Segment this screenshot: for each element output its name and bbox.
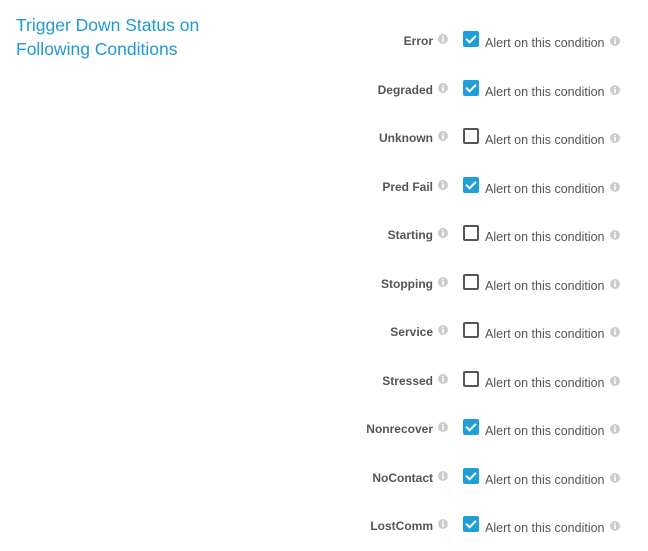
condition-label: Error: [403, 34, 433, 48]
alert-label-group: Alert on this condition: [485, 181, 620, 197]
info-icon[interactable]: [609, 84, 620, 95]
condition-row: Stopping Alert on this condition: [0, 273, 648, 301]
info-icon[interactable]: [609, 424, 620, 434]
info-icon[interactable]: [609, 181, 620, 192]
condition-row: Nonrecover Alert on this condition: [0, 419, 648, 446]
alert-label: Alert on this condition: [485, 521, 605, 535]
alert-checkbox[interactable]: [463, 176, 479, 193]
alert-label-group: Alert on this condition: [485, 521, 620, 536]
condition-label: LostComm: [370, 519, 433, 533]
info-icon[interactable]: [438, 519, 448, 529]
condition-label-group: Service: [280, 325, 448, 339]
condition-label-group: Unknown: [280, 131, 448, 145]
condition-row: Unknown Alert on this condition: [0, 128, 648, 155]
condition-label: Stopping: [381, 276, 433, 291]
info-icon[interactable]: [609, 133, 620, 143]
condition-label-group: Stopping: [280, 276, 448, 291]
info-icon[interactable]: [609, 230, 620, 240]
section-title: Trigger Down Status on Following Conditi…: [16, 15, 200, 59]
alert-checkbox[interactable]: [463, 370, 479, 387]
condition-row: Error Alert on this condition: [0, 31, 648, 58]
alert-label-group: Alert on this condition: [485, 36, 620, 51]
alert-checkbox[interactable]: [463, 225, 479, 241]
alert-label: Alert on this condition: [485, 230, 605, 244]
alert-label: Alert on this condition: [485, 181, 605, 196]
alert-label-group: Alert on this condition: [485, 375, 620, 391]
alert-checkbox[interactable]: [463, 79, 479, 96]
condition-label-group: NoContact: [280, 470, 448, 485]
alert-label-group: Alert on this condition: [485, 84, 620, 100]
condition-row: Degraded Alert on this condition: [0, 79, 648, 107]
condition-row: Starting Alert on this condition: [0, 225, 648, 252]
condition-label-group: Nonrecover: [280, 422, 448, 436]
alert-label: Alert on this condition: [485, 327, 605, 341]
alert-label-group: Alert on this condition: [485, 133, 620, 148]
info-icon[interactable]: [609, 36, 620, 46]
alert-label: Alert on this condition: [485, 424, 605, 438]
condition-label: Service: [390, 325, 433, 339]
condition-label-group: Error: [280, 34, 448, 48]
condition-label-group: Degraded: [280, 82, 448, 97]
alert-label-group: Alert on this condition: [485, 230, 620, 245]
condition-label-group: LostComm: [280, 519, 448, 533]
alert-label-group: Alert on this condition: [485, 424, 620, 439]
alert-checkbox[interactable]: [463, 467, 479, 484]
info-icon[interactable]: [438, 131, 448, 141]
condition-label: Pred Fail: [382, 179, 433, 194]
info-icon[interactable]: [438, 373, 448, 384]
condition-label: Nonrecover: [366, 422, 433, 436]
condition-label: Unknown: [379, 131, 433, 145]
alert-label-group: Alert on this condition: [485, 472, 620, 488]
info-icon[interactable]: [438, 422, 448, 432]
alert-checkbox[interactable]: [463, 516, 479, 532]
alert-checkbox[interactable]: [463, 31, 479, 47]
info-icon[interactable]: [609, 278, 620, 289]
condition-label-group: Stressed: [280, 373, 448, 388]
alert-checkbox[interactable]: [463, 273, 479, 290]
alert-label: Alert on this condition: [485, 84, 605, 99]
condition-label-group: Starting: [280, 228, 448, 242]
alert-checkbox[interactable]: [463, 419, 479, 435]
condition-label: NoContact: [372, 470, 433, 485]
condition-label: Starting: [387, 228, 433, 242]
info-icon[interactable]: [438, 228, 448, 238]
info-icon[interactable]: [438, 34, 448, 44]
info-icon[interactable]: [609, 521, 620, 531]
info-icon[interactable]: [609, 375, 620, 386]
info-icon[interactable]: [438, 82, 448, 93]
condition-label-group: Pred Fail: [280, 179, 448, 194]
alert-label: Alert on this condition: [485, 375, 605, 390]
condition-row: Pred Fail Alert on this condition: [0, 176, 648, 204]
info-icon[interactable]: [609, 327, 620, 337]
alert-checkbox[interactable]: [463, 322, 479, 338]
info-icon[interactable]: [438, 276, 448, 287]
condition-row: Service Alert on this condition: [0, 322, 648, 349]
condition-label: Degraded: [377, 82, 433, 97]
condition-label: Stressed: [382, 373, 433, 388]
alert-label: Alert on this condition: [485, 278, 605, 293]
alert-label: Alert on this condition: [485, 472, 605, 487]
alert-label: Alert on this condition: [485, 36, 605, 50]
condition-row: LostComm Alert on this condition: [0, 516, 648, 543]
alert-checkbox[interactable]: [463, 128, 479, 144]
alert-label-group: Alert on this condition: [485, 278, 620, 294]
alert-label: Alert on this condition: [485, 133, 605, 147]
alert-label-group: Alert on this condition: [485, 327, 620, 342]
info-icon[interactable]: [609, 472, 620, 483]
info-icon[interactable]: [438, 325, 448, 335]
info-icon[interactable]: [438, 179, 448, 190]
info-icon[interactable]: [438, 470, 448, 481]
condition-row: NoContact Alert on this condition: [0, 467, 648, 495]
condition-row: Stressed Alert on this condition: [0, 370, 648, 398]
